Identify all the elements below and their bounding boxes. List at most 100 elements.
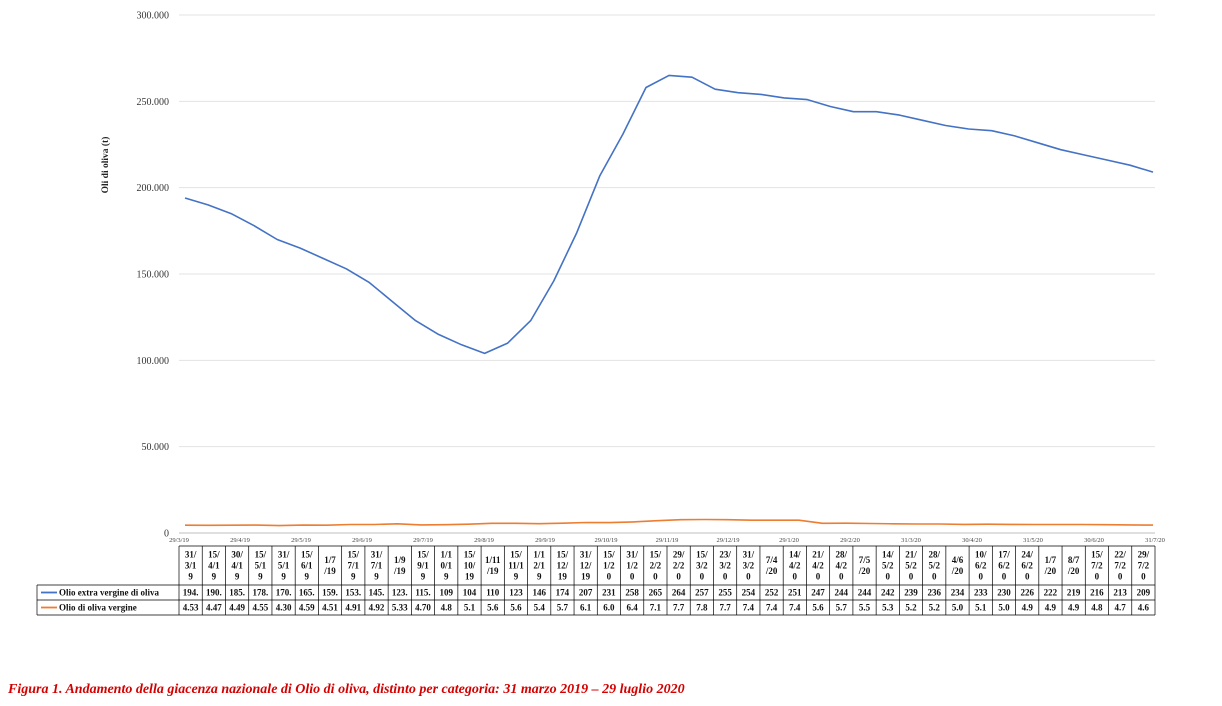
table-date-cell: 28/	[836, 550, 848, 560]
table-value-cell: 252	[765, 588, 779, 598]
table-date-cell: 5/1	[255, 561, 267, 571]
table-date-cell: 9	[258, 572, 263, 582]
table-value-cell: 5.2	[929, 603, 941, 613]
x-tick-label: 30/4/20	[962, 537, 982, 544]
table-value-cell: 5.4	[534, 603, 546, 613]
table-value-cell: 213	[1113, 588, 1127, 598]
table-date-cell: 1/2	[626, 561, 638, 571]
table-value-cell: 7.7	[673, 603, 685, 613]
table-value-cell: 6.0	[603, 603, 615, 613]
table-value-cell: 5.0	[998, 603, 1010, 613]
table-value-cell: 5.7	[836, 603, 848, 613]
table-date-cell: 0	[1118, 572, 1123, 582]
table-value-cell: 244	[858, 588, 872, 598]
table-value-cell: 233	[974, 588, 988, 598]
table-date-cell: 14/	[789, 550, 801, 560]
table-date-cell: 9	[281, 572, 286, 582]
table-value-cell: 244	[835, 588, 849, 598]
table-date-cell: 31/	[185, 550, 197, 560]
table-date-cell: 1/11	[485, 555, 501, 565]
table-date-cell: 0	[653, 572, 658, 582]
table-date-cell: 2/1	[533, 561, 545, 571]
table-date-cell: 2/2	[673, 561, 685, 571]
table-date-cell: 6/2	[1021, 561, 1033, 571]
y-axis: 0 50.000 100.000 150.000 200.000 250.000 300.0…	[137, 11, 170, 540]
table-value-cell: 115.	[415, 588, 430, 598]
table-date-cell: 0	[630, 572, 635, 582]
table-value-cell: 7.4	[766, 603, 778, 613]
table-date-cell: 4/6	[952, 555, 964, 565]
table-date-cell: 15/	[510, 550, 522, 560]
table-value-cell: 258	[625, 588, 639, 598]
table-value-cell: 4.70	[415, 603, 431, 613]
table-date-cell: 23/	[719, 550, 731, 560]
table-value-cell: 222	[1044, 588, 1058, 598]
table-value-cell: 4.9	[1068, 603, 1080, 613]
table-date-cell: 7/2	[1114, 561, 1126, 571]
table-value-cell: 242	[881, 588, 895, 598]
table-date-cell: 0	[676, 572, 681, 582]
table-value-cell: 4.7	[1115, 603, 1127, 613]
table-date-cell: 15/	[255, 550, 267, 560]
table-date-cell: 0	[746, 572, 751, 582]
x-tick-label: 29/8/19	[474, 537, 494, 544]
table-date-cell: 7/4	[766, 555, 778, 565]
table-date-cell: 30/	[231, 550, 243, 560]
table-value-cell: 174	[556, 588, 570, 598]
table-date-cell: /20	[858, 566, 871, 576]
table-value-cell: 4.9	[1022, 603, 1034, 613]
table-date-cell: 4/2	[812, 561, 824, 571]
table-date-cell: 12/	[580, 561, 592, 571]
table-date-cell: 5/2	[882, 561, 894, 571]
table-value-cell: 123	[509, 588, 523, 598]
x-tick-label: 29/5/19	[291, 537, 311, 544]
table-date-cell: 6/2	[975, 561, 987, 571]
table-date-cell: 11/1	[508, 561, 524, 571]
x-tick-label: 29/1/20	[779, 537, 799, 544]
table-value-cell: 153.	[345, 588, 361, 598]
table-value-cell: 247	[811, 588, 825, 598]
table-value-cell: 234	[951, 588, 965, 598]
y-tick-label: 0	[164, 529, 169, 540]
table-date-cell: 4/2	[836, 561, 848, 571]
table-date-cell: /19	[323, 566, 336, 576]
table-date-cell: 0	[700, 572, 705, 582]
x-tick-label: 29/7/19	[413, 537, 433, 544]
y-tick-label: 150.000	[137, 270, 170, 281]
table-date-cell: 6/1	[301, 561, 313, 571]
table-value-cell: 4.53	[183, 603, 199, 613]
table-date-cell: 0	[978, 572, 983, 582]
table-date-cell: 5/2	[905, 561, 917, 571]
series-line	[184, 518, 1154, 527]
x-tick-label: 31/3/20	[901, 537, 921, 544]
table-value-cell: 4.47	[206, 603, 222, 613]
table-value-cell: 4.8	[1091, 603, 1103, 613]
table-value-cell: 231	[602, 588, 616, 598]
table-value-cell: 109	[439, 588, 453, 598]
table-date-cell: 8/7	[1068, 555, 1080, 565]
table-date-cell: 17/	[998, 550, 1010, 560]
table-date-cell: 31/	[580, 550, 592, 560]
table-date-cell: 15/	[301, 550, 313, 560]
table-date-cell: 15/	[557, 550, 569, 560]
table-date-cell: 1/9	[394, 555, 406, 565]
table-value-cell: 4.30	[276, 603, 292, 613]
table-date-cell: 7/2	[1091, 561, 1103, 571]
x-tick-label: 29/2/20	[840, 537, 860, 544]
table-date-cell: 31/	[371, 550, 383, 560]
table-value-cell: 4.8	[441, 603, 453, 613]
table-value-cell: 7.1	[650, 603, 662, 613]
table-value-cell: 146	[532, 588, 546, 598]
table-date-cell: 9	[212, 572, 217, 582]
table-date-cell: 0	[1025, 572, 1030, 582]
table-date-cell: 12/	[557, 561, 569, 571]
table-value-cell: 145.	[369, 588, 385, 598]
table-date-cell: 15/	[417, 550, 429, 560]
y-tick-label: 100.000	[137, 356, 170, 367]
table-date-cell: 0	[886, 572, 891, 582]
table-date-cell: 10/	[464, 561, 476, 571]
x-tick-label: 29/4/19	[230, 537, 250, 544]
table-value-cell: 5.33	[392, 603, 408, 613]
y-tick-label: 200.000	[137, 183, 170, 194]
x-tick-label: 29/3/19	[169, 537, 189, 544]
